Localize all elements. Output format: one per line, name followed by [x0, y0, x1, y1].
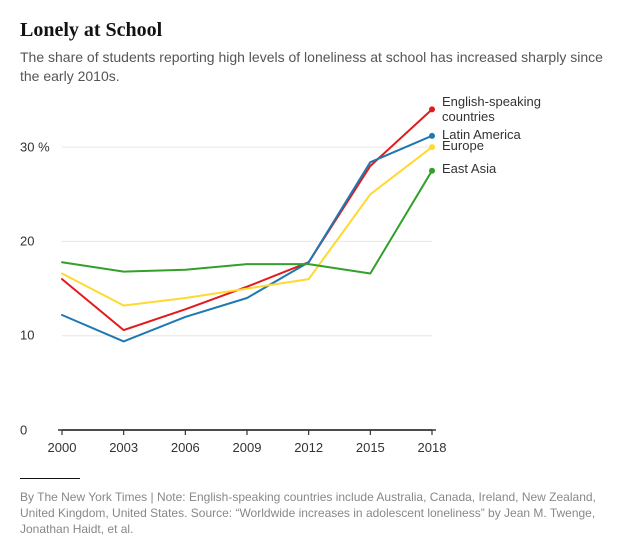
chart-footnote: By The New York Times | Note: English-sp… [20, 489, 610, 538]
chart-plot-area: 0102030 %2000200320062009201220152018Eng… [20, 100, 610, 460]
series-line-europe [62, 147, 432, 305]
y-axis-label: 20 [20, 234, 34, 249]
series-line-latin [62, 136, 432, 342]
chart-svg [20, 100, 610, 460]
series-end-dot-eastasia [429, 167, 435, 173]
y-axis-label: 10 [20, 328, 34, 343]
x-axis-label: 2000 [48, 440, 77, 455]
x-axis-label: 2012 [294, 440, 323, 455]
x-axis-label: 2003 [109, 440, 138, 455]
x-axis-label: 2009 [233, 440, 262, 455]
series-end-dot-europe [429, 144, 435, 150]
series-label-eastasia: East Asia [442, 162, 496, 177]
footnote-rule [20, 478, 80, 479]
series-end-dot-latin [429, 133, 435, 139]
series-line-eastasia [62, 170, 432, 273]
y-axis-label: 30 % [20, 139, 50, 154]
series-label-europe: Europe [442, 139, 484, 154]
chart-container: Lonely at School The share of students r… [0, 0, 630, 558]
series-label-english: English-speakingcountries [442, 95, 541, 125]
y-axis-label: 0 [20, 422, 27, 437]
x-axis-label: 2006 [171, 440, 200, 455]
chart-title: Lonely at School [20, 18, 610, 42]
series-end-dot-english [429, 106, 435, 112]
x-axis-label: 2018 [418, 440, 447, 455]
chart-subtitle: The share of students reporting high lev… [20, 48, 610, 86]
x-axis-label: 2015 [356, 440, 385, 455]
